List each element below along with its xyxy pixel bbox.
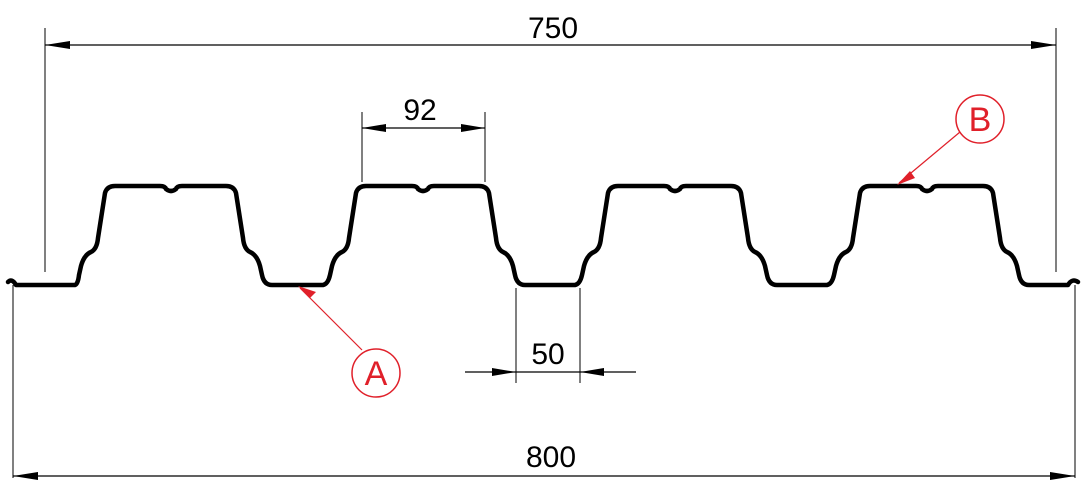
dimension-label-92: 92 (403, 94, 436, 127)
dimension-92: 92 (362, 94, 485, 132)
callout-b-label: B (969, 101, 992, 139)
callout-b: B (897, 94, 1005, 185)
callout-a: A (298, 286, 401, 398)
dimension-800: 800 (13, 441, 1075, 480)
dimension-50: 50 (465, 338, 636, 376)
callout-a-circle (351, 348, 401, 398)
dimension-label-50: 50 (531, 338, 564, 371)
dimension-label-800: 800 (526, 441, 576, 474)
dimension-label-750: 750 (528, 12, 578, 45)
deck-profile (5, 183, 1081, 288)
callout-a-label: A (365, 355, 388, 393)
callout-b-circle (955, 94, 1005, 144)
dimension-750: 750 (45, 12, 1056, 49)
